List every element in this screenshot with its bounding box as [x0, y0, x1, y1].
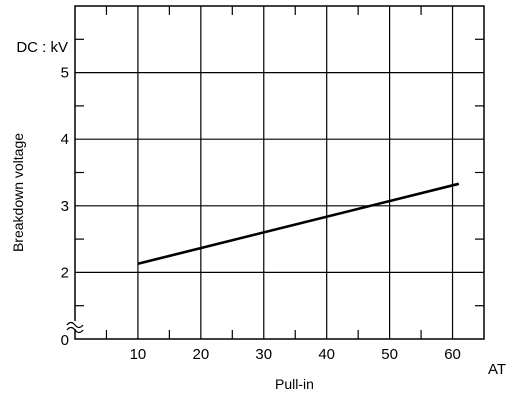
- x-tick-label-30: 30: [255, 346, 272, 363]
- y-tick-label-3: 3: [61, 198, 69, 215]
- x-tick-label-40: 40: [318, 346, 335, 363]
- y-origin-label: 0: [61, 332, 69, 349]
- x-tick-label-10: 10: [130, 346, 147, 363]
- y-axis-break: [66, 321, 84, 334]
- y-axis-title: Breakdown voltage: [10, 133, 26, 252]
- y-tick-label-2: 2: [61, 264, 69, 281]
- grid: [75, 6, 484, 339]
- x-unit-label: AT: [488, 361, 506, 378]
- series-line-0: [137, 182, 460, 266]
- x-tick-label-20: 20: [193, 346, 210, 363]
- minor-ticks: [75, 6, 484, 339]
- plot-frame: [74, 5, 485, 340]
- axis-break-wave-bottom: [66, 326, 84, 334]
- y-tick-labels: 2 3 4 5: [61, 65, 69, 282]
- x-tick-labels: 10 20 30 40 50 60: [130, 346, 461, 363]
- x-tick-label-50: 50: [381, 346, 398, 363]
- x-tick-label-60: 60: [444, 346, 461, 363]
- y-tick-label-4: 4: [61, 131, 69, 148]
- y-tick-label-5: 5: [61, 65, 69, 82]
- series-layer: [137, 182, 460, 266]
- y-unit-label: DC : kV: [16, 39, 68, 56]
- axis-break-wave-top: [66, 321, 84, 329]
- x-axis-title: Pull-in: [275, 376, 314, 392]
